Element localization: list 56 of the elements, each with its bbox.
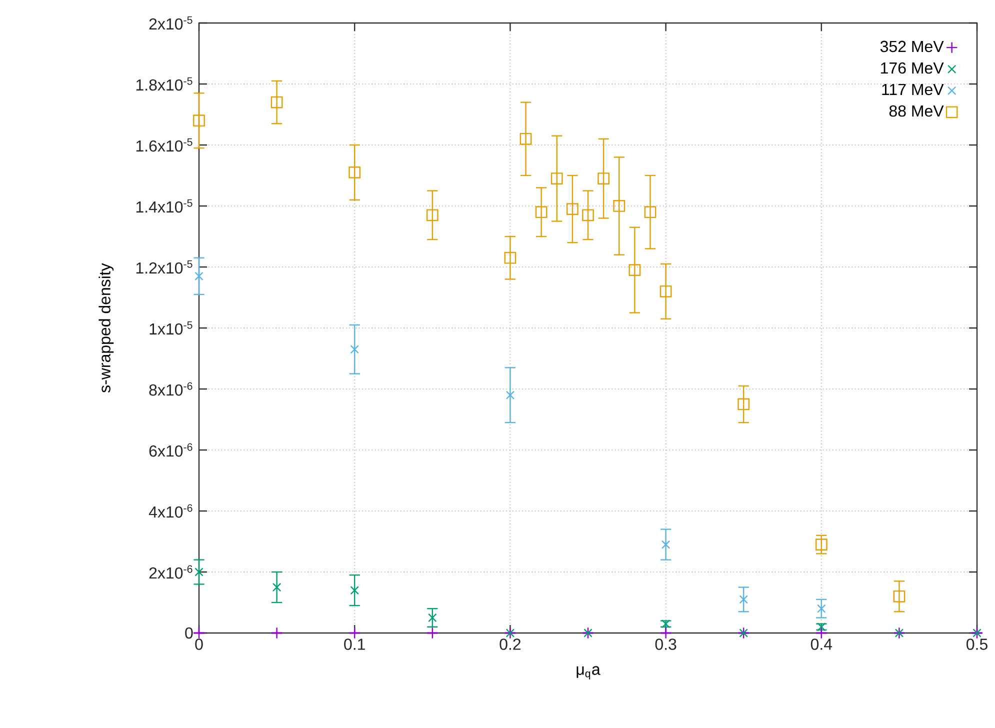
legend-label: 352 MeV <box>880 40 944 52</box>
point <box>270 96 283 108</box>
y-tick-label: 1.6x10$^{-5}$ <box>136 138 192 152</box>
legend-label: 88 MeV <box>889 105 944 117</box>
point <box>520 132 532 145</box>
x-tick-label: 0.4 <box>810 638 832 650</box>
point <box>194 568 204 576</box>
point <box>272 582 282 592</box>
x-axis-title: μ$_{q}$a <box>576 666 600 680</box>
legend-label: 117 MeV <box>882 84 944 96</box>
y-tick-label: 0 <box>185 627 193 639</box>
legend-label: 176 MeV <box>881 62 944 74</box>
x-tick-label: 0.5 <box>966 638 988 650</box>
point <box>815 538 828 550</box>
point <box>738 398 750 410</box>
point <box>739 595 748 604</box>
point <box>661 540 670 549</box>
y-tick-label: 1.2x10$^{-5}$ <box>136 260 192 274</box>
point <box>193 114 205 127</box>
y-tick-label: 8x10$^{-6}$ <box>149 382 192 396</box>
y-tick-label: 4x10$^{-6}$ <box>148 504 192 518</box>
point <box>270 627 283 639</box>
point <box>426 209 438 222</box>
point <box>350 344 359 354</box>
y-axis-title: s-wrapped density <box>98 263 114 392</box>
point <box>566 203 578 215</box>
point <box>628 264 641 276</box>
point <box>506 390 515 400</box>
point <box>194 272 204 281</box>
point <box>504 252 516 264</box>
point <box>644 206 656 218</box>
y-tick-label: 1.4x10$^{-5}$ <box>136 199 192 213</box>
point <box>550 172 563 184</box>
point <box>817 622 826 632</box>
point <box>428 613 437 622</box>
x-tick-label: 0.3 <box>655 638 676 650</box>
point <box>893 590 906 602</box>
y-tick-label: 1.8x10$^{-5}$ <box>136 77 192 91</box>
point <box>582 209 594 222</box>
point <box>348 627 361 639</box>
x-tick-label: 0 <box>195 638 203 650</box>
y-tick-label: 6x10$^{-6}$ <box>149 443 192 457</box>
y-tick-label: 2x10$^{-6}$ <box>149 565 192 579</box>
point <box>613 200 626 212</box>
point <box>598 172 610 184</box>
point <box>426 627 438 639</box>
point <box>193 627 205 639</box>
y-tick-label: 2x10$^{-5}$ <box>149 16 192 30</box>
point <box>350 586 359 595</box>
point <box>535 206 548 218</box>
point <box>660 285 672 298</box>
y-tick-label: 1x10$^{-5}$ <box>150 321 192 335</box>
point <box>348 166 361 178</box>
x-tick-label: 0.1 <box>344 638 365 650</box>
x-tick-label: 0.2 <box>500 638 521 650</box>
point <box>817 604 826 613</box>
